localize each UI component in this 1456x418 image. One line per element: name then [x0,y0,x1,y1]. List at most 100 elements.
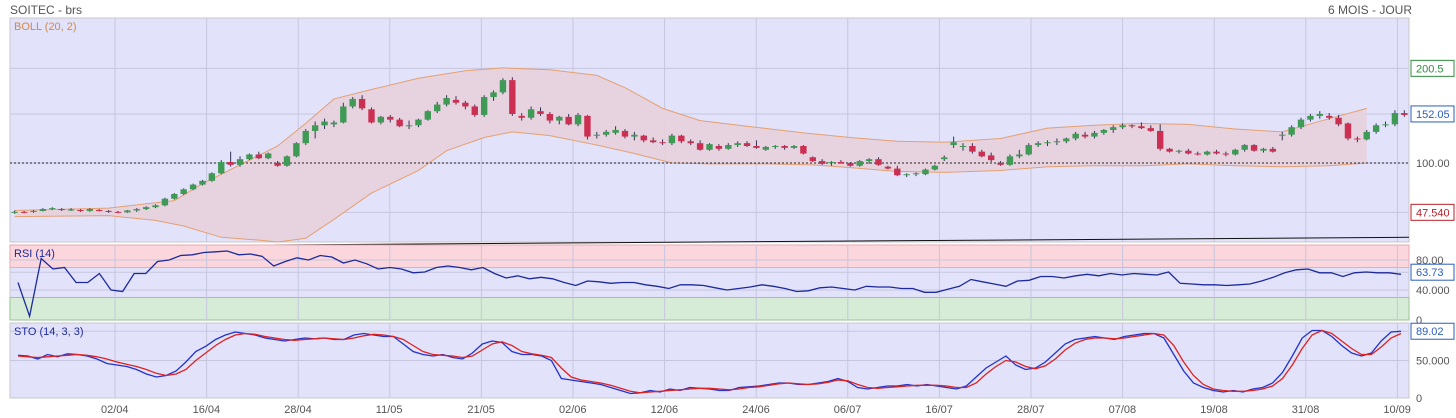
candle [1138,126,1145,129]
candle [1128,125,1136,127]
price-panel: BOLL (20, 2) [9,17,1410,248]
candle [1081,134,1089,137]
candle [1175,150,1183,152]
candle [743,143,751,146]
candle [480,97,488,115]
candle [931,165,939,170]
candle [818,161,826,164]
candle [640,135,647,141]
candle [471,106,478,115]
candle [546,114,554,121]
x-tick-label: 06/07 [834,404,862,416]
candle [1288,127,1295,135]
candle [1166,148,1173,152]
candle [715,146,723,149]
candle [518,115,525,118]
candle [800,146,807,154]
candle [1147,128,1154,131]
candle [978,151,985,157]
candle [424,111,432,120]
candle [603,131,610,135]
candle [30,210,37,212]
x-tick-label: 16/07 [925,404,953,416]
candle [1034,143,1042,146]
candle [631,134,638,137]
tick-label: 200.5 [1416,63,1444,75]
candle [706,144,713,150]
tick-label: 89.02 [1416,326,1444,338]
candle [1297,119,1305,128]
candle [77,210,84,211]
candle [1241,145,1248,150]
candle [321,121,328,126]
candle [1025,145,1032,155]
rsi-panel: RSI (14) [9,244,1410,321]
candle [255,154,263,159]
candle [875,159,882,165]
candle [368,109,375,123]
candle [725,145,732,149]
candle [1250,145,1258,151]
candle [462,102,469,107]
sto-panel: STO (14, 3, 3) [9,322,1410,399]
candle [847,162,854,166]
candle [293,143,300,157]
candle [584,115,591,137]
candle [621,130,629,137]
candle [865,159,873,162]
candle [668,135,676,144]
tick-label: 0 [1416,393,1422,405]
candle [997,162,1004,165]
x-tick-label: 28/04 [284,404,312,416]
candle [772,146,779,147]
candle [1279,134,1286,136]
candle [790,146,798,148]
period-label: 6 MOIS - JOUR [1327,3,1412,17]
candle [734,143,741,146]
candle [208,173,216,181]
candle [199,180,206,185]
tick-label: 63.73 [1416,267,1444,279]
candle [856,161,863,166]
oversold-zone [9,297,1410,321]
indicator-label: BOLL (20, 2) [14,21,77,33]
candle [1119,125,1126,128]
bollinger-band [14,67,1367,242]
candle [114,211,122,213]
candle [180,189,187,194]
candle [396,119,403,127]
candle [753,146,760,148]
candle [265,153,272,159]
candle [837,162,845,163]
candle [687,141,694,144]
candle [696,143,704,150]
tick-label: 100.00 [1416,158,1450,170]
candle [189,184,197,190]
x-tick-label: 02/06 [559,404,587,416]
candle [884,166,892,169]
candle [274,162,281,166]
candle [912,173,920,175]
chart-title: SOITEC - brs [10,3,83,17]
candle [781,146,788,148]
x-tick-label: 12/06 [651,404,679,416]
candle [1213,151,1220,154]
candle [987,155,995,161]
candle [434,104,441,112]
candle [1269,148,1277,152]
candle [509,80,516,114]
bollinger-lower [14,131,1367,243]
value-tag [1410,322,1455,340]
candle [1063,138,1070,142]
value-tag [1410,59,1455,77]
candle [387,116,394,120]
candle [377,116,385,123]
candle [762,146,770,150]
x-tick-label: 28/07 [1017,404,1045,416]
candle [405,125,413,127]
candle [1016,154,1023,157]
indicator-label: STO (14, 3, 3) [14,326,84,338]
x-tick-label: 19/08 [1200,404,1228,416]
